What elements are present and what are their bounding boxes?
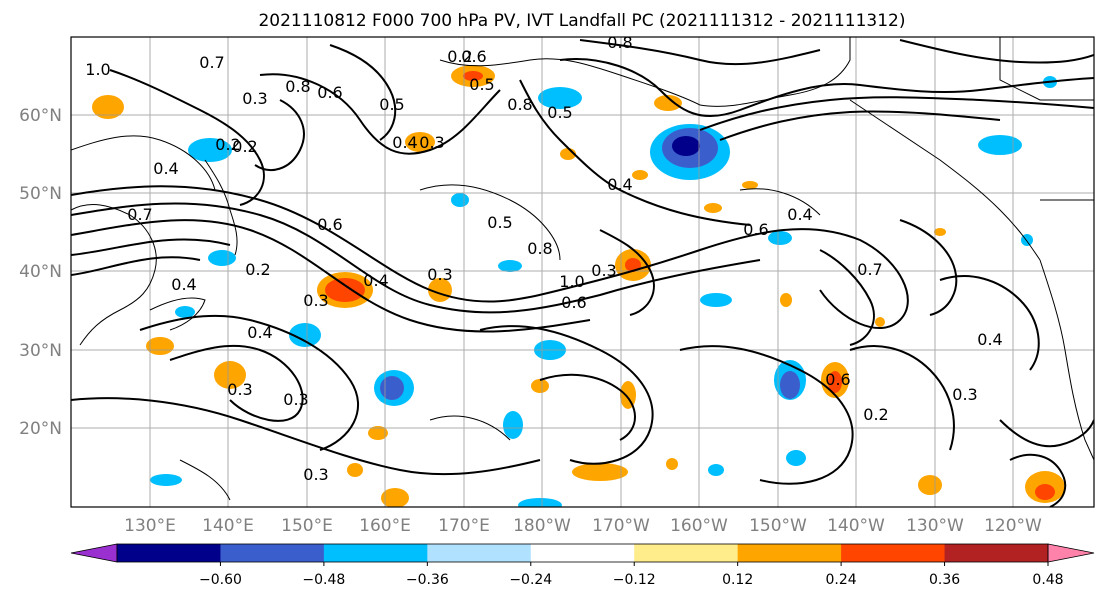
colorbar-segment — [323, 544, 428, 562]
contour-label: 0.5 — [469, 75, 494, 94]
contour-label: 0.6 — [743, 220, 768, 239]
contour-label: 0.7 — [199, 53, 224, 72]
contour-label: 0.8 — [507, 95, 532, 114]
contour-label: 0.5 — [487, 213, 512, 232]
contour-label: 0.3 — [227, 380, 252, 399]
lon-label-150e: 150°E — [281, 516, 333, 536]
contour-label: 0.3 — [303, 465, 328, 484]
lat-label-20n: 20°N — [19, 419, 62, 439]
contour-label: 0.3 — [242, 89, 267, 108]
contour-label: 1.0 — [85, 60, 110, 79]
contour-label: 0.4 — [153, 159, 178, 178]
contour-label: 1.0 — [559, 272, 584, 291]
contour-label: 0.8 — [607, 33, 632, 52]
lon-label-140e: 140°E — [202, 516, 254, 536]
contour-label: 0.2 — [215, 135, 240, 154]
map-frame — [70, 36, 1095, 508]
lon-label-160w: 160°W — [670, 516, 728, 536]
contour-label: 0.7 — [857, 260, 882, 279]
colorbar-tick-label: −0.48 — [302, 572, 345, 588]
contour-label: 0.4 — [787, 205, 812, 224]
colorbar-tick-label: 0.12 — [722, 572, 753, 588]
contour-label: 0.3 — [283, 390, 308, 409]
contour-label: 0.4 — [392, 133, 417, 152]
map-gridlines — [71, 37, 1094, 507]
contour-label: 0.4 — [247, 323, 272, 342]
colorbar-ticks: −0.60 −0.48 −0.36 −0.24 −0.12 0.12 0.24 0.36 0.4… — [199, 562, 1064, 588]
colorbar-segment — [530, 544, 635, 562]
lon-label-180w: 180°W — [513, 516, 571, 536]
pv-shading — [92, 65, 1065, 507]
contour-label: 0.6 — [317, 83, 342, 102]
contour-label: 0.4 — [363, 271, 388, 290]
contour-label: 0.2 — [447, 47, 472, 66]
contour-label: 0.5 — [547, 103, 572, 122]
contour-label: 0.6 — [317, 215, 342, 234]
lat-label-30n: 30°N — [19, 341, 62, 361]
colorbar-segment — [737, 544, 842, 562]
map-title: 2021110812 F000 700 hPa PV, IVT Landfall… — [258, 11, 905, 31]
colorbar-tick-label: −0.24 — [509, 572, 552, 588]
contour-label: 0.2 — [863, 405, 888, 424]
longitude-labels: 130°E 140°E 150°E 160°E 170°E 180°W 170°… — [124, 516, 1042, 536]
contour-labels: 1.0 0.70.8 0.60.50.4 0.30.20.60.50.80.30.20… — [85, 33, 1002, 484]
latitude-labels: 60°N 50°N 40°N 30°N 20°N — [19, 106, 62, 439]
colorbar-segment — [427, 544, 532, 562]
contour-label: 0.4 — [607, 175, 632, 194]
colorbar-segment — [841, 544, 946, 562]
colorbar-segment — [634, 544, 739, 562]
colorbar-extend-low — [70, 543, 118, 563]
colorbar-tick-label: −0.36 — [406, 572, 449, 588]
lat-label-50n: 50°N — [19, 184, 62, 204]
contour-label: 0.6 — [825, 370, 850, 389]
lon-label-130w: 130°W — [906, 516, 964, 536]
colorbar-tick-label: 0.24 — [826, 572, 857, 588]
pv-contours — [71, 39, 1094, 507]
contour-label: 0.7 — [127, 205, 152, 224]
lon-label-160e: 160°E — [359, 516, 411, 536]
colorbar-tick-label: 0.48 — [1032, 572, 1063, 588]
contour-label: 0.2 — [232, 137, 257, 156]
colorbar-segment — [944, 544, 1049, 562]
coastlines — [71, 37, 1094, 461]
contour-label: 0.3 — [591, 261, 616, 280]
colorbar-outline — [116, 543, 1049, 563]
lon-label-150w: 150°W — [749, 516, 807, 536]
lon-label-170w: 170°W — [592, 516, 650, 536]
lat-label-40n: 40°N — [19, 262, 62, 282]
colorbar-tick-label: −0.60 — [199, 572, 242, 588]
contour-label: 0.3 — [419, 133, 444, 152]
contour-label: 0.6 — [561, 293, 586, 312]
map-plot-area — [71, 37, 1094, 507]
lon-label-170e: 170°E — [438, 516, 490, 536]
lon-label-130e: 130°E — [124, 516, 176, 536]
colorbar — [70, 543, 1095, 563]
contour-label: 0.3 — [952, 385, 977, 404]
contour-label: 0.5 — [379, 95, 404, 114]
lat-label-60n: 60°N — [19, 106, 62, 126]
contour-label: 0.4 — [977, 330, 1002, 349]
contour-label: 0.6 — [461, 47, 486, 66]
colorbar-segment — [220, 544, 325, 562]
colorbar-tick-label: −0.12 — [613, 572, 656, 588]
contour-label: 0.2 — [245, 260, 270, 279]
contour-label: 0.8 — [285, 77, 310, 96]
lon-label-140w: 140°W — [827, 516, 885, 536]
pv-contours-thin — [71, 135, 821, 501]
contour-label: 0.8 — [527, 239, 552, 258]
colorbar-extend-high — [1047, 543, 1095, 563]
contour-label: 0.3 — [303, 291, 328, 310]
contour-label: 0.4 — [171, 275, 196, 294]
colorbar-segment — [117, 544, 221, 562]
colorbar-tick-label: 0.36 — [929, 572, 960, 588]
contour-label: 0.3 — [427, 265, 452, 284]
lon-label-120w: 120°W — [984, 516, 1042, 536]
